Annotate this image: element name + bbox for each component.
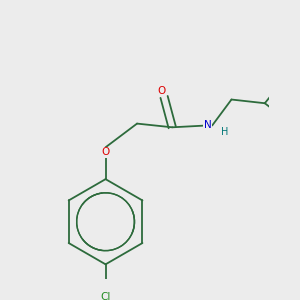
Text: H: H bbox=[221, 127, 228, 137]
Text: O: O bbox=[101, 148, 110, 158]
Text: N: N bbox=[203, 120, 211, 130]
Text: Cl: Cl bbox=[100, 292, 111, 300]
Text: O: O bbox=[157, 86, 165, 96]
